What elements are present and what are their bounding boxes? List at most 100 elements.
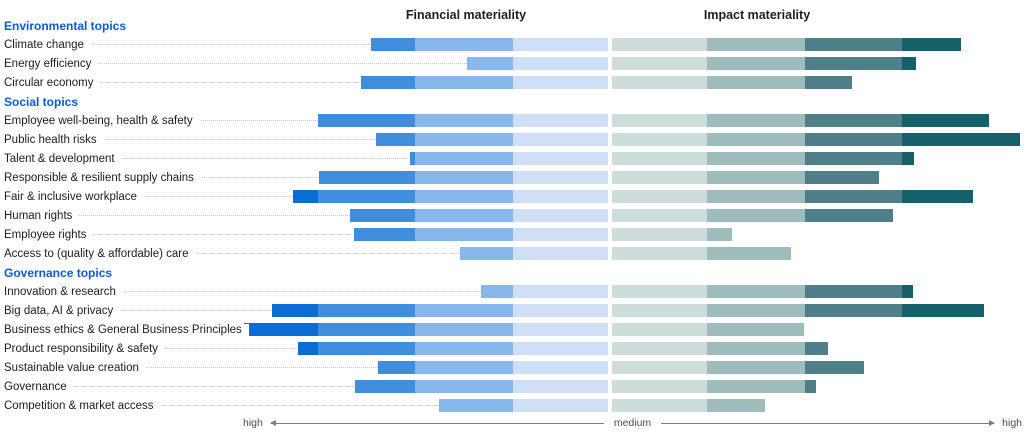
bar-segment-financial-zone-3	[355, 380, 415, 393]
group-header-row-governance-topics: Governance topics	[0, 263, 1024, 282]
bar-segment-impact-zone-3	[805, 38, 902, 51]
topic-label: Innovation & research	[4, 285, 123, 298]
bar-segment-impact-zone-2	[707, 114, 805, 127]
bar-segment-financial-zone-1	[513, 209, 608, 222]
bar-segment-impact-zone-3	[805, 342, 828, 355]
bar-segment-financial-zone-1	[513, 361, 608, 374]
topic-label: Climate change	[4, 38, 91, 51]
financial-materiality-title: Financial materiality	[405, 8, 527, 22]
leader-dotted-line	[6, 63, 467, 64]
topic-label: Product responsibility & safety	[4, 342, 166, 355]
bar-segment-financial-zone-2	[415, 171, 513, 184]
bar-segment-impact-zone-2	[707, 247, 791, 260]
bar-segment-impact-zone-2	[707, 304, 805, 317]
axis-medium-label: medium	[613, 417, 652, 429]
topic-row-sustainable-value-creation: Sustainable value creation	[0, 358, 1024, 377]
topic-row-employee-rights: Employee rights	[0, 225, 1024, 244]
topic-row-product-responsibility-safety: Product responsibility & safety	[0, 339, 1024, 358]
bar-segment-impact-zone-3	[805, 361, 864, 374]
bar-segment-financial-zone-1	[513, 399, 608, 412]
bar-segment-financial-zone-1	[513, 380, 608, 393]
topic-label: Employee well-being, health & safety	[4, 114, 200, 127]
leader-dotted-line	[6, 386, 355, 387]
bar-segment-financial-zone-1	[513, 171, 608, 184]
bar-segment-financial-zone-2	[415, 209, 513, 222]
topic-row-access-to-quality-affordable-care: Access to (quality & affordable) care	[0, 244, 1024, 263]
bar-segment-impact-zone-4	[902, 190, 973, 203]
topic-label: Energy efficiency	[4, 57, 99, 70]
bar-segment-financial-zone-3	[376, 133, 415, 146]
topic-label: Public health risks	[4, 133, 104, 146]
materiality-axis: high medium high	[243, 417, 1022, 429]
bar-segment-financial-zone-2	[415, 380, 513, 393]
topic-label: Access to (quality & affordable) care	[4, 247, 196, 260]
group-header-label: Social topics	[4, 94, 79, 109]
bar-segment-impact-zone-1	[612, 133, 707, 146]
bar-segment-impact-zone-3	[805, 209, 893, 222]
bar-segment-impact-zone-2	[707, 133, 805, 146]
bar-segment-impact-zone-3	[805, 57, 902, 70]
bar-segment-financial-zone-1	[513, 57, 608, 70]
bar-segment-impact-zone-1	[612, 361, 707, 374]
topic-label: Human rights	[4, 209, 80, 222]
bar-segment-impact-zone-2	[707, 209, 805, 222]
bar-segment-impact-zone-4	[902, 133, 1020, 146]
bar-segment-financial-zone-2	[415, 152, 513, 165]
topic-row-public-health-risks: Public health risks	[0, 130, 1024, 149]
topic-label: Business ethics & General Business Princ…	[4, 323, 249, 336]
bar-segment-impact-zone-4	[902, 285, 913, 298]
bar-segment-impact-zone-3	[805, 171, 879, 184]
bar-segment-impact-zone-3	[805, 76, 852, 89]
bar-segment-impact-zone-3	[805, 190, 902, 203]
bar-segment-financial-zone-4	[272, 304, 318, 317]
bar-segment-financial-zone-4	[298, 342, 318, 355]
bar-segment-impact-zone-2	[707, 323, 804, 336]
leader-dotted-line	[6, 139, 376, 140]
impact-materiality-title: Impact materiality	[703, 8, 811, 22]
leader-dotted-line	[6, 253, 460, 254]
topic-label: Competition & market access	[4, 399, 161, 412]
topic-label: Employee rights	[4, 228, 94, 241]
bar-segment-impact-zone-2	[707, 361, 805, 374]
bar-segment-impact-zone-1	[612, 76, 707, 89]
bar-segment-impact-zone-4	[902, 114, 989, 127]
bar-segment-financial-zone-2	[481, 285, 513, 298]
bar-segment-financial-zone-2	[415, 304, 513, 317]
bar-segment-financial-zone-1	[513, 114, 608, 127]
bar-segment-impact-zone-4	[902, 57, 916, 70]
bar-segment-financial-zone-2	[415, 361, 513, 374]
bar-segment-financial-zone-2	[415, 76, 513, 89]
bar-segment-financial-zone-3	[371, 38, 415, 51]
topic-row-competition-market-access: Competition & market access	[0, 396, 1024, 415]
bar-segment-financial-zone-2	[467, 57, 513, 70]
bar-segment-financial-zone-2	[415, 323, 513, 336]
topic-label: Big data, AI & privacy	[4, 304, 121, 317]
bar-segment-impact-zone-1	[612, 114, 707, 127]
leader-dotted-line	[6, 291, 481, 292]
topic-row-big-data-ai-privacy: Big data, AI & privacy	[0, 301, 1024, 320]
bar-segment-impact-zone-1	[612, 323, 707, 336]
bar-segment-financial-zone-1	[513, 323, 608, 336]
bar-segment-impact-zone-1	[612, 171, 707, 184]
bar-segment-financial-zone-1	[513, 38, 608, 51]
bar-segment-financial-zone-2	[439, 399, 513, 412]
bar-segment-financial-zone-1	[513, 152, 608, 165]
bar-segment-impact-zone-1	[612, 247, 707, 260]
axis-right-arrow-line	[661, 419, 996, 426]
bar-segment-impact-zone-3	[805, 133, 902, 146]
bar-segment-impact-zone-2	[707, 228, 732, 241]
leader-dotted-line	[6, 82, 361, 83]
leader-dotted-line	[6, 310, 272, 311]
bar-segment-impact-zone-2	[707, 38, 805, 51]
topic-row-fair-inclusive-workplace: Fair & inclusive workplace	[0, 187, 1024, 206]
leader-dotted-line	[6, 158, 410, 159]
topic-label: Sustainable value creation	[4, 361, 146, 374]
bar-segment-financial-zone-3	[354, 228, 415, 241]
bar-segment-impact-zone-1	[612, 152, 707, 165]
topic-row-business-ethics-general-business-principles: Business ethics & General Business Princ…	[0, 320, 1024, 339]
bar-segment-impact-zone-1	[612, 304, 707, 317]
bar-segment-impact-zone-1	[612, 190, 707, 203]
bar-segment-financial-zone-1	[513, 247, 608, 260]
bar-segment-impact-zone-2	[707, 152, 805, 165]
